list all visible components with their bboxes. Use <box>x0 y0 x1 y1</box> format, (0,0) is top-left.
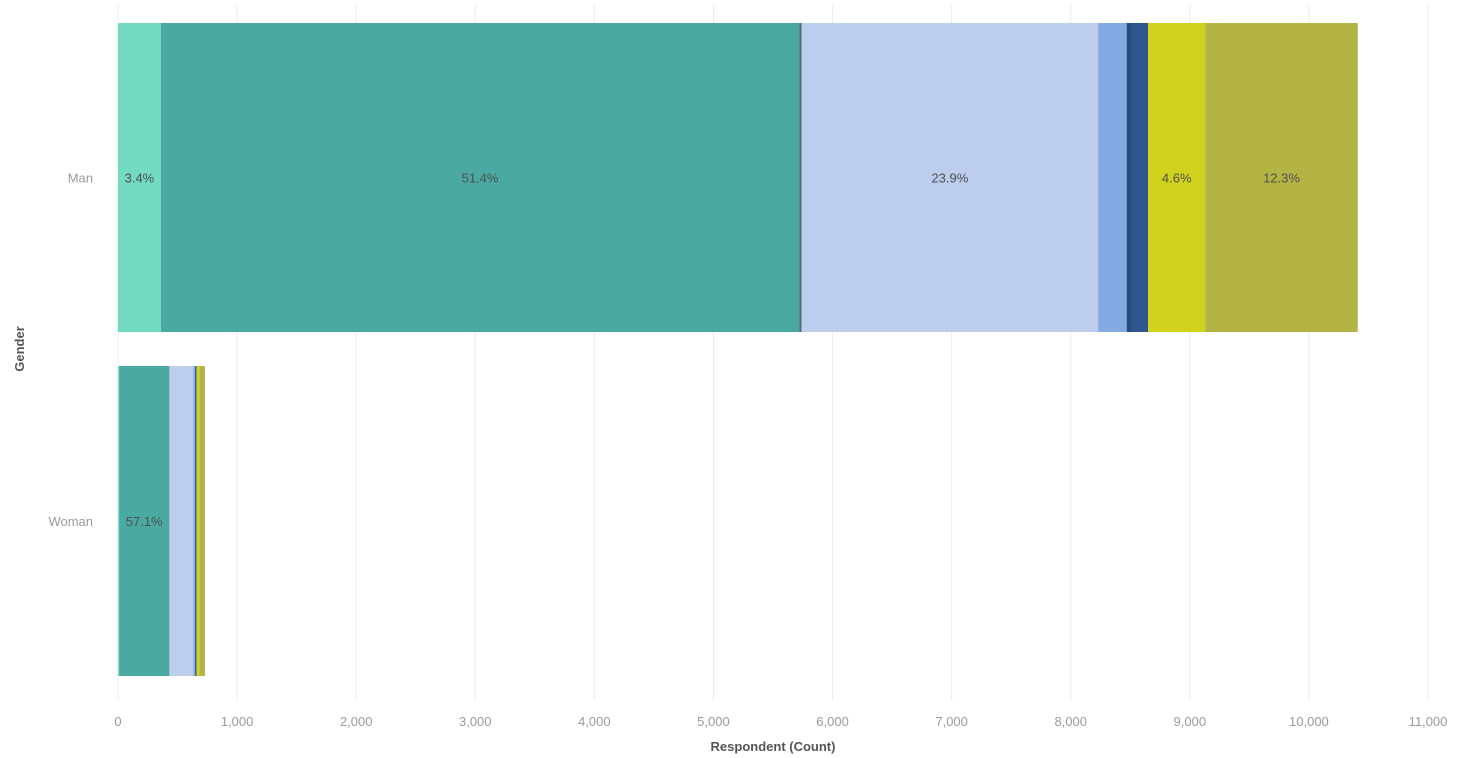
bar-segment[interactable] <box>195 366 197 676</box>
x-tick-label: 0 <box>114 714 121 729</box>
bars <box>118 23 1358 676</box>
category-label: Man <box>68 171 93 186</box>
y-axis-title: Gender <box>12 326 27 372</box>
x-tick-label: 1,000 <box>221 714 254 729</box>
bar-segment[interactable] <box>160 23 800 332</box>
bar-segment[interactable] <box>169 366 194 676</box>
data-label: 51.4% <box>462 171 499 186</box>
x-tick-label: 8,000 <box>1054 714 1087 729</box>
bar-segment[interactable] <box>1205 23 1358 332</box>
y-axis-categories: Man Woman <box>48 171 93 530</box>
x-tick-label: 3,000 <box>459 714 492 729</box>
bar-segment[interactable] <box>199 366 205 676</box>
x-tick-label: 11,000 <box>1409 714 1448 729</box>
bar-segment[interactable] <box>196 366 200 676</box>
x-tick-label: 9,000 <box>1174 714 1207 729</box>
bar-segment[interactable] <box>118 366 120 676</box>
bar-segment[interactable] <box>1126 23 1132 332</box>
bar-segment[interactable] <box>1148 23 1206 332</box>
bar-segment[interactable] <box>799 23 802 332</box>
x-axis-ticks: 0 1,000 2,000 3,000 4,000 5,000 6,000 7,000 8,00… <box>114 714 1447 729</box>
bar-segment[interactable] <box>1131 23 1149 332</box>
bar-segment[interactable] <box>193 366 196 676</box>
x-tick-label: 5,000 <box>697 714 730 729</box>
x-tick-label: 6,000 <box>816 714 849 729</box>
data-label: 57.1% <box>126 514 163 529</box>
x-axis-title: Respondent (Count) <box>711 739 836 754</box>
data-label: 4.6% <box>1162 171 1192 186</box>
data-label: 23.9% <box>931 171 968 186</box>
data-label: 12.3% <box>1263 171 1300 186</box>
category-label: Woman <box>48 514 93 529</box>
bar-segment[interactable] <box>1098 23 1127 332</box>
bar-segment[interactable] <box>801 23 1099 332</box>
x-tick-label: 7,000 <box>935 714 968 729</box>
x-tick-label: 10,000 <box>1289 714 1329 729</box>
data-labels: 3.4% 51.4% 23.9% 4.6% 12.3% 57.1% <box>125 171 1301 530</box>
bar-segment[interactable] <box>119 366 170 676</box>
bar-segment[interactable] <box>118 23 161 332</box>
x-tick-label: 4,000 <box>578 714 611 729</box>
data-label: 3.4% <box>125 171 155 186</box>
x-tick-label: 2,000 <box>340 714 373 729</box>
